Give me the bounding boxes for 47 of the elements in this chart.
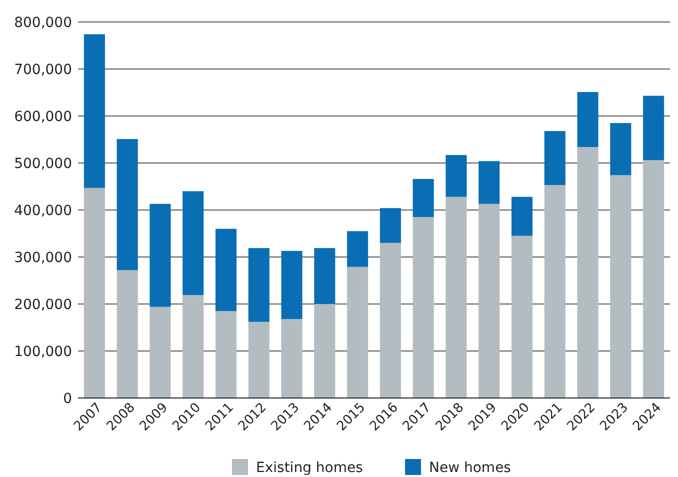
bar bbox=[577, 147, 598, 398]
legend-label: Existing homes bbox=[256, 460, 363, 476]
bar bbox=[84, 34, 105, 188]
bar bbox=[643, 160, 664, 398]
bar bbox=[380, 208, 401, 243]
y-tick-label: 800,000 bbox=[14, 14, 72, 31]
bar bbox=[577, 92, 598, 148]
bar bbox=[412, 217, 434, 398]
y-tick-label: 300,000 bbox=[14, 250, 72, 266]
bar bbox=[347, 231, 368, 267]
bar bbox=[314, 304, 336, 398]
bar bbox=[446, 196, 467, 398]
bar bbox=[215, 311, 237, 398]
bar bbox=[182, 295, 204, 398]
bar bbox=[347, 266, 368, 398]
y-tick-label: 400,000 bbox=[14, 202, 72, 219]
y-tick-label: 500,000 bbox=[14, 156, 72, 172]
bar bbox=[511, 196, 533, 236]
bar bbox=[215, 228, 237, 312]
bar bbox=[610, 175, 632, 398]
y-tick-label: 700,000 bbox=[14, 62, 72, 78]
bar bbox=[150, 204, 171, 307]
bar bbox=[511, 236, 533, 398]
bar bbox=[281, 319, 302, 398]
y-tick-label: 200,000 bbox=[14, 296, 72, 313]
bar bbox=[182, 191, 204, 296]
bar bbox=[478, 204, 500, 398]
bar bbox=[478, 161, 500, 204]
bar bbox=[544, 185, 566, 398]
bar bbox=[150, 306, 171, 398]
bar bbox=[380, 242, 401, 398]
bar bbox=[446, 155, 467, 197]
y-tick-label: 100,000 bbox=[14, 344, 72, 360]
bar bbox=[116, 270, 138, 398]
bar bbox=[544, 131, 566, 186]
bar bbox=[412, 178, 434, 218]
bar bbox=[116, 139, 138, 270]
bar bbox=[84, 188, 105, 398]
bar bbox=[610, 123, 632, 176]
bar bbox=[248, 248, 270, 322]
y-tick-label: 0 bbox=[63, 390, 72, 407]
legend-label: New homes bbox=[429, 460, 511, 476]
bar bbox=[314, 248, 336, 304]
bar bbox=[281, 250, 302, 320]
y-tick-label: 600,000 bbox=[14, 108, 72, 125]
bar bbox=[248, 322, 270, 398]
bar bbox=[643, 96, 664, 160]
